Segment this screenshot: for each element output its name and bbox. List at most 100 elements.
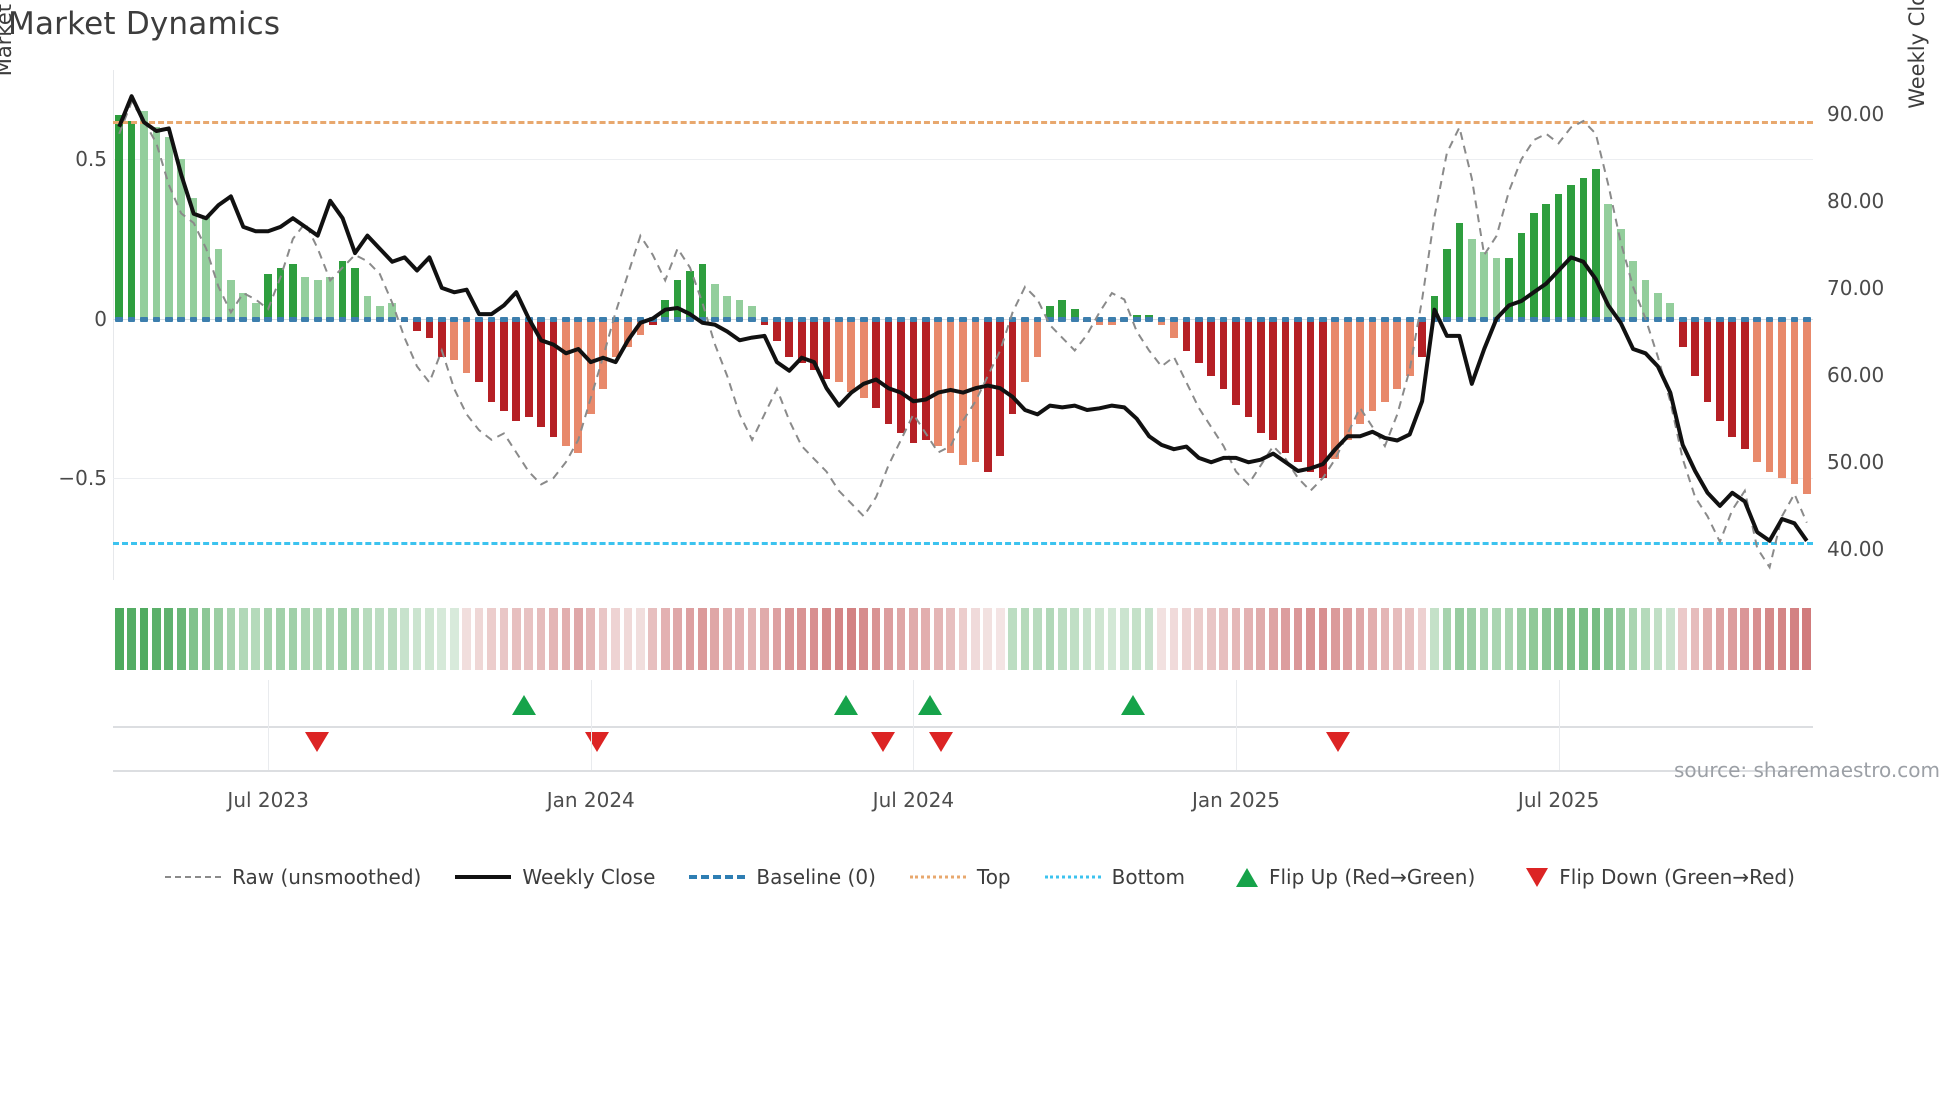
heatmap-cell	[1455, 608, 1464, 670]
dynamics-bar	[1802, 318, 1811, 494]
baseline-cap	[723, 316, 732, 322]
dynamics-bar	[1095, 318, 1104, 325]
heatmap-cell	[536, 608, 546, 670]
dynamics-bar	[586, 318, 595, 415]
dynamics-bar	[1753, 318, 1761, 463]
dynamics-bar	[363, 296, 372, 319]
dynamics-bar	[301, 277, 310, 319]
heatmap-cell	[1144, 608, 1154, 670]
dynamics-bar	[1170, 318, 1178, 338]
dynamics-bar	[289, 264, 297, 319]
main-plot-area	[113, 70, 1813, 580]
baseline-cap	[177, 316, 186, 322]
legend-item[interactable]: Top	[909, 865, 1011, 889]
heatmap-cell	[958, 608, 968, 670]
baseline-cap	[1095, 316, 1104, 322]
flip-up-marker	[834, 695, 858, 715]
dynamics-bar	[1567, 184, 1575, 319]
legend-line-sample	[689, 875, 746, 879]
dynamics-bar	[773, 318, 781, 341]
baseline-cap	[437, 316, 446, 322]
flip-marker-panel	[113, 680, 1813, 800]
baseline-cap	[1778, 316, 1786, 322]
heatmap-cell	[1033, 608, 1042, 670]
baseline-cap	[872, 316, 880, 322]
legend-item[interactable]: Flip Up (Red→Green)	[1219, 865, 1475, 889]
heatmap-cell	[127, 608, 136, 670]
heatmap-cell	[1777, 608, 1787, 670]
legend-swatch	[455, 868, 512, 886]
y-axis-left-tick: 0.5	[75, 147, 107, 172]
baseline-cap	[1157, 316, 1166, 322]
dynamics-bar	[648, 318, 657, 325]
baseline-cap	[1765, 316, 1774, 322]
gridline	[113, 159, 1813, 161]
dynamics-bar	[673, 280, 682, 319]
gridline	[113, 478, 1813, 479]
heatmap-cell	[1752, 608, 1762, 670]
heatmap-cell	[1405, 608, 1415, 670]
baseline-cap	[251, 316, 260, 322]
baseline-cap	[1108, 316, 1116, 322]
baseline-cap	[1393, 316, 1402, 322]
baseline-cap	[537, 316, 545, 322]
flip-down-marker	[1326, 732, 1350, 752]
dynamics-bar	[487, 318, 496, 402]
dynamics-bar	[760, 318, 769, 325]
heatmap-cell	[1119, 608, 1129, 670]
baseline-cap	[1008, 316, 1017, 322]
dynamics-bar	[1579, 178, 1588, 319]
heatmap-cell	[1020, 608, 1030, 670]
heatmap-cell	[1206, 608, 1216, 670]
y-axis-right-label: Weekly Close Price	[1905, 0, 1929, 109]
legend-item[interactable]: Raw (unsmoothed)	[165, 865, 421, 889]
heatmap-cell	[1703, 608, 1712, 670]
flip-up-icon	[1235, 867, 1258, 887]
heatmap-cell	[1591, 608, 1601, 670]
baseline-cap	[1418, 316, 1426, 322]
baseline-cap	[487, 316, 496, 322]
baseline-cap	[338, 316, 347, 322]
baseline-cap	[1058, 316, 1067, 322]
baseline-cap	[1244, 316, 1253, 322]
baseline-cap	[1567, 316, 1575, 322]
heatmap-cell	[1492, 608, 1501, 670]
heatmap-cell	[1529, 608, 1539, 670]
top-reference-line	[113, 121, 1813, 124]
heatmap-cell	[623, 608, 633, 670]
heatmap-cell	[1008, 608, 1017, 670]
dynamics-bar	[537, 318, 545, 427]
baseline-cap	[859, 316, 868, 322]
dynamics-bar	[1207, 318, 1216, 376]
baseline-cap	[586, 316, 595, 322]
baseline-cap	[897, 316, 905, 322]
baseline-cap	[1455, 316, 1464, 322]
dynamics-bar	[1368, 318, 1377, 412]
dynamics-bar	[227, 280, 235, 319]
baseline-cap	[289, 316, 297, 322]
legend-item[interactable]: Baseline (0)	[689, 865, 876, 889]
dynamics-bar	[872, 318, 880, 408]
legend-swatch	[689, 868, 746, 886]
legend-label: Bottom	[1111, 865, 1185, 889]
baseline-cap	[313, 316, 322, 322]
dynamics-bar	[264, 274, 272, 319]
heatmap-cell	[214, 608, 223, 670]
baseline-cap	[1654, 316, 1662, 322]
baseline-cap	[1356, 316, 1364, 322]
heatmap-cell	[1107, 608, 1117, 670]
legend-item[interactable]: Weekly Close	[455, 865, 655, 889]
dynamics-bar	[313, 280, 322, 319]
legend-item[interactable]: Bottom	[1044, 865, 1185, 889]
heatmap-cell	[598, 608, 608, 670]
baseline-cap	[1368, 316, 1377, 322]
legend-item[interactable]: Flip Down (Green→Red)	[1509, 865, 1795, 889]
dynamics-bar	[1256, 318, 1265, 434]
baseline-cap	[351, 316, 359, 322]
baseline-cap	[847, 316, 856, 322]
baseline-cap	[388, 316, 397, 322]
chart-legend: Raw (unsmoothed) Weekly Close Baseline (0)…	[0, 865, 1960, 889]
baseline-cap	[810, 316, 818, 322]
dynamics-bar	[624, 318, 632, 348]
heatmap-cell	[995, 608, 1005, 670]
